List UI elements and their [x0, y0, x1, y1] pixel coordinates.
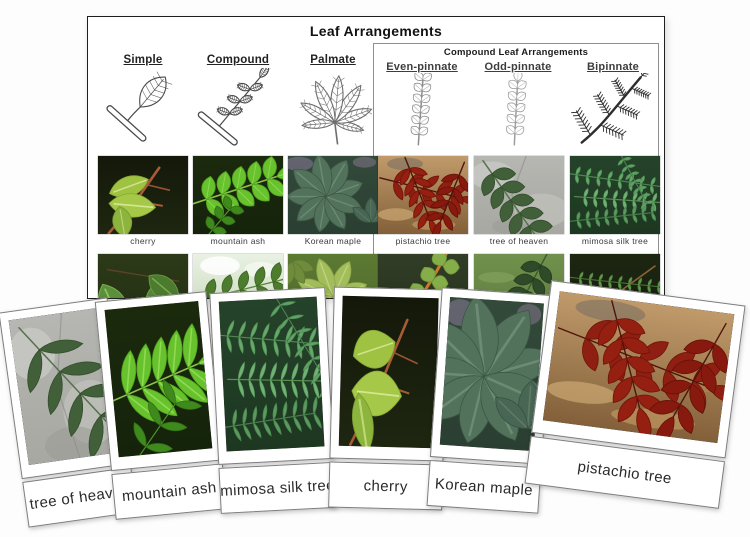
card-photo-image — [218, 296, 325, 452]
compound-leaf-drawing — [197, 64, 271, 146]
photo-caption: mimosa silk tree — [581, 236, 649, 246]
card-photo-mimosa — [218, 296, 325, 452]
card-mimosa: mimosa silk tree — [209, 287, 337, 514]
leaf-type-label: Even-pinnate — [386, 61, 458, 73]
card-photo-image — [439, 296, 544, 452]
photo-caption: Korean maple — [304, 236, 362, 246]
card-tree-of-heaven: tree of heaven — [0, 297, 138, 528]
card-photo-tree-of-heaven — [8, 307, 121, 465]
leaf-photo-mimosa-2 — [570, 254, 660, 298]
card-cherry: cherry — [328, 286, 448, 511]
chart-title: Leaf Arrangements — [309, 23, 443, 39]
label-card: mimosa silk tree — [218, 461, 337, 514]
compound-box-title: Compound Leaf Arrangements — [443, 47, 589, 58]
leaf-type-column-odd-pinnate: Odd-pinnate — [472, 61, 564, 152]
simple-leaf-drawing — [106, 71, 173, 142]
leaf-type-column-even-pinnate: Even-pinnate — [376, 61, 468, 152]
leaf-photo-image — [98, 156, 188, 234]
picture-card — [0, 297, 131, 480]
leaf-photo-pistachio — [378, 156, 468, 234]
photo-caption: mountain ash — [210, 236, 266, 246]
even-pinnate-drawing — [410, 72, 432, 146]
leaf-photo-cherry-2 — [98, 254, 188, 298]
picture-card — [531, 280, 746, 459]
picture-card — [329, 286, 448, 462]
leaf-type-column-simple: Simple — [97, 54, 189, 151]
photo-caption: tree of heaven — [489, 236, 549, 246]
leaf-photo-tree-of-heaven — [474, 156, 564, 234]
leaf-type-label: Palmate — [310, 54, 356, 66]
picture-card — [94, 291, 223, 472]
leaf-type-label: Bipinnate — [587, 61, 639, 73]
photo-caption: pistachio tree — [395, 236, 451, 246]
odd-pinnate-drawing — [506, 68, 527, 146]
leaf-photo-image — [474, 156, 564, 234]
bipinnate-drawing — [571, 58, 658, 144]
leaf-type-column-compound: Compound — [192, 54, 284, 151]
leaf-photo-image — [570, 156, 660, 234]
leaf-type-label: Compound — [206, 54, 270, 66]
card-photo-image — [338, 295, 439, 449]
card-photo-pistachio — [542, 291, 735, 444]
leaf-type-column-palmate: Palmate — [287, 54, 379, 151]
photo-caption: cherry — [130, 236, 156, 246]
card-photo-cherry — [338, 295, 439, 449]
leaf-photo-image — [98, 254, 188, 298]
leaf-photo-korean-maple — [288, 156, 378, 234]
card-photo-image — [542, 291, 735, 444]
leaf-type-column-bipinnate: Bipinnate — [567, 58, 659, 152]
palmate-leaf-drawing — [299, 74, 373, 145]
picture-card — [209, 287, 335, 465]
leaf-photo-image — [378, 156, 468, 234]
leaf-photo-mountain-ash — [193, 156, 283, 234]
leaf-type-label: Simple — [123, 54, 163, 66]
leaf-photo-cherry — [98, 156, 188, 234]
leaf-photo-mimosa — [570, 156, 660, 234]
leaf-photo-image — [288, 156, 378, 234]
card-photo-image — [8, 307, 121, 465]
label-card: mountain ash — [111, 463, 228, 520]
leaf-photo-image — [193, 156, 283, 234]
card-mountain-ash: mountain ash — [94, 291, 228, 520]
card-pistachio: pistachio tree — [524, 280, 746, 509]
label-card: Korean maple — [426, 459, 542, 514]
card-photo-image — [104, 300, 213, 458]
leaf-arrangements-chart: Leaf Arrangements Simple Compound Palmate … — [87, 16, 665, 299]
leaf-type-label: Odd-pinnate — [484, 61, 552, 73]
card-photo-korean-maple — [439, 296, 544, 452]
card-photo-mountain-ash — [104, 300, 213, 458]
